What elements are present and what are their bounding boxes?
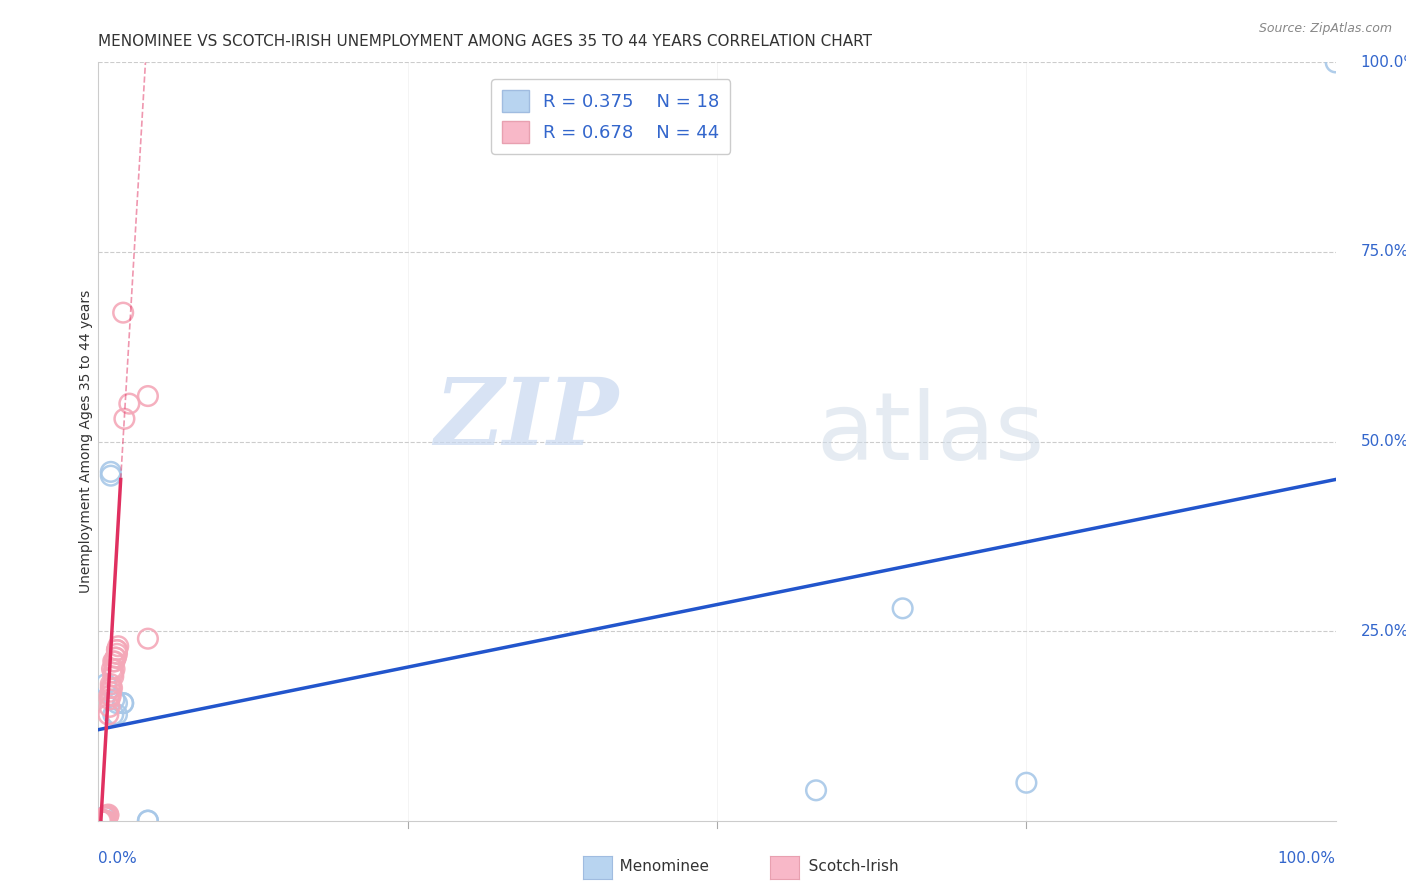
Point [1015, 776, 1038, 790]
Point [90, 814, 112, 828]
Point [104, 650, 127, 665]
Point [103, 662, 125, 676]
Point [100, 689, 122, 703]
Point [891, 601, 914, 615]
Text: atlas: atlas [815, 388, 1045, 480]
Point [91, 814, 114, 828]
Point [118, 396, 141, 410]
Point [101, 681, 124, 695]
Point [100, 685, 122, 699]
Text: 25.0%: 25.0% [1361, 624, 1406, 639]
Point [97, 807, 120, 822]
Point [100, 468, 122, 483]
Point [91, 814, 114, 828]
Point [93, 814, 115, 828]
Point [96, 809, 118, 823]
Point [107, 639, 129, 653]
Point [103, 655, 125, 669]
Point [105, 696, 128, 710]
Point [104, 650, 127, 665]
Point [91, 814, 114, 828]
Point [94, 814, 117, 828]
Text: MENOMINEE VS SCOTCH-IRISH UNEMPLOYMENT AMONG AGES 35 TO 44 YEARS CORRELATION CHA: MENOMINEE VS SCOTCH-IRISH UNEMPLOYMENT A… [98, 34, 872, 49]
Point [93, 814, 115, 828]
Point [103, 707, 125, 722]
Point [96, 809, 118, 823]
Point [136, 632, 159, 646]
Point [100, 677, 122, 691]
Point [103, 669, 125, 683]
Point [1324, 55, 1347, 70]
Point [93, 810, 115, 824]
Point [103, 665, 125, 680]
Point [100, 465, 122, 479]
Text: Source: ZipAtlas.com: Source: ZipAtlas.com [1258, 22, 1392, 36]
Point [93, 814, 115, 828]
Point [100, 681, 122, 695]
Point [94, 810, 117, 824]
Text: 100.0%: 100.0% [1278, 851, 1336, 866]
Point [136, 389, 159, 403]
Point [98, 689, 121, 703]
Text: ZIP: ZIP [434, 374, 619, 464]
Text: 100.0%: 100.0% [1361, 55, 1406, 70]
Y-axis label: Unemployment Among Ages 35 to 44 years: Unemployment Among Ages 35 to 44 years [79, 290, 93, 593]
Point [112, 696, 135, 710]
Point [112, 412, 135, 426]
Point [101, 662, 124, 676]
Point [93, 814, 115, 828]
Point [103, 655, 125, 669]
Point [93, 814, 115, 828]
Legend: R = 0.375    N = 18, R = 0.678    N = 44: R = 0.375 N = 18, R = 0.678 N = 44 [491, 79, 731, 153]
Point [112, 305, 135, 319]
Point [105, 707, 128, 722]
Point [96, 808, 118, 822]
Point [105, 643, 128, 657]
Text: 0.0%: 0.0% [98, 851, 138, 866]
Point [97, 808, 120, 822]
Point [105, 647, 128, 661]
Point [94, 677, 117, 691]
Point [93, 814, 115, 828]
Point [98, 699, 121, 714]
Point [96, 810, 118, 824]
Point [98, 692, 121, 706]
Point [804, 783, 827, 797]
Point [94, 810, 117, 824]
Point [97, 707, 120, 722]
Text: 75.0%: 75.0% [1361, 244, 1406, 260]
Text: 50.0%: 50.0% [1361, 434, 1406, 449]
Point [136, 814, 159, 828]
Point [93, 814, 115, 828]
Point [105, 643, 128, 657]
Point [103, 692, 125, 706]
Text: Menominee: Menominee [605, 859, 709, 874]
Point [136, 814, 159, 828]
Point [112, 696, 135, 710]
Text: Scotch-Irish: Scotch-Irish [794, 859, 898, 874]
